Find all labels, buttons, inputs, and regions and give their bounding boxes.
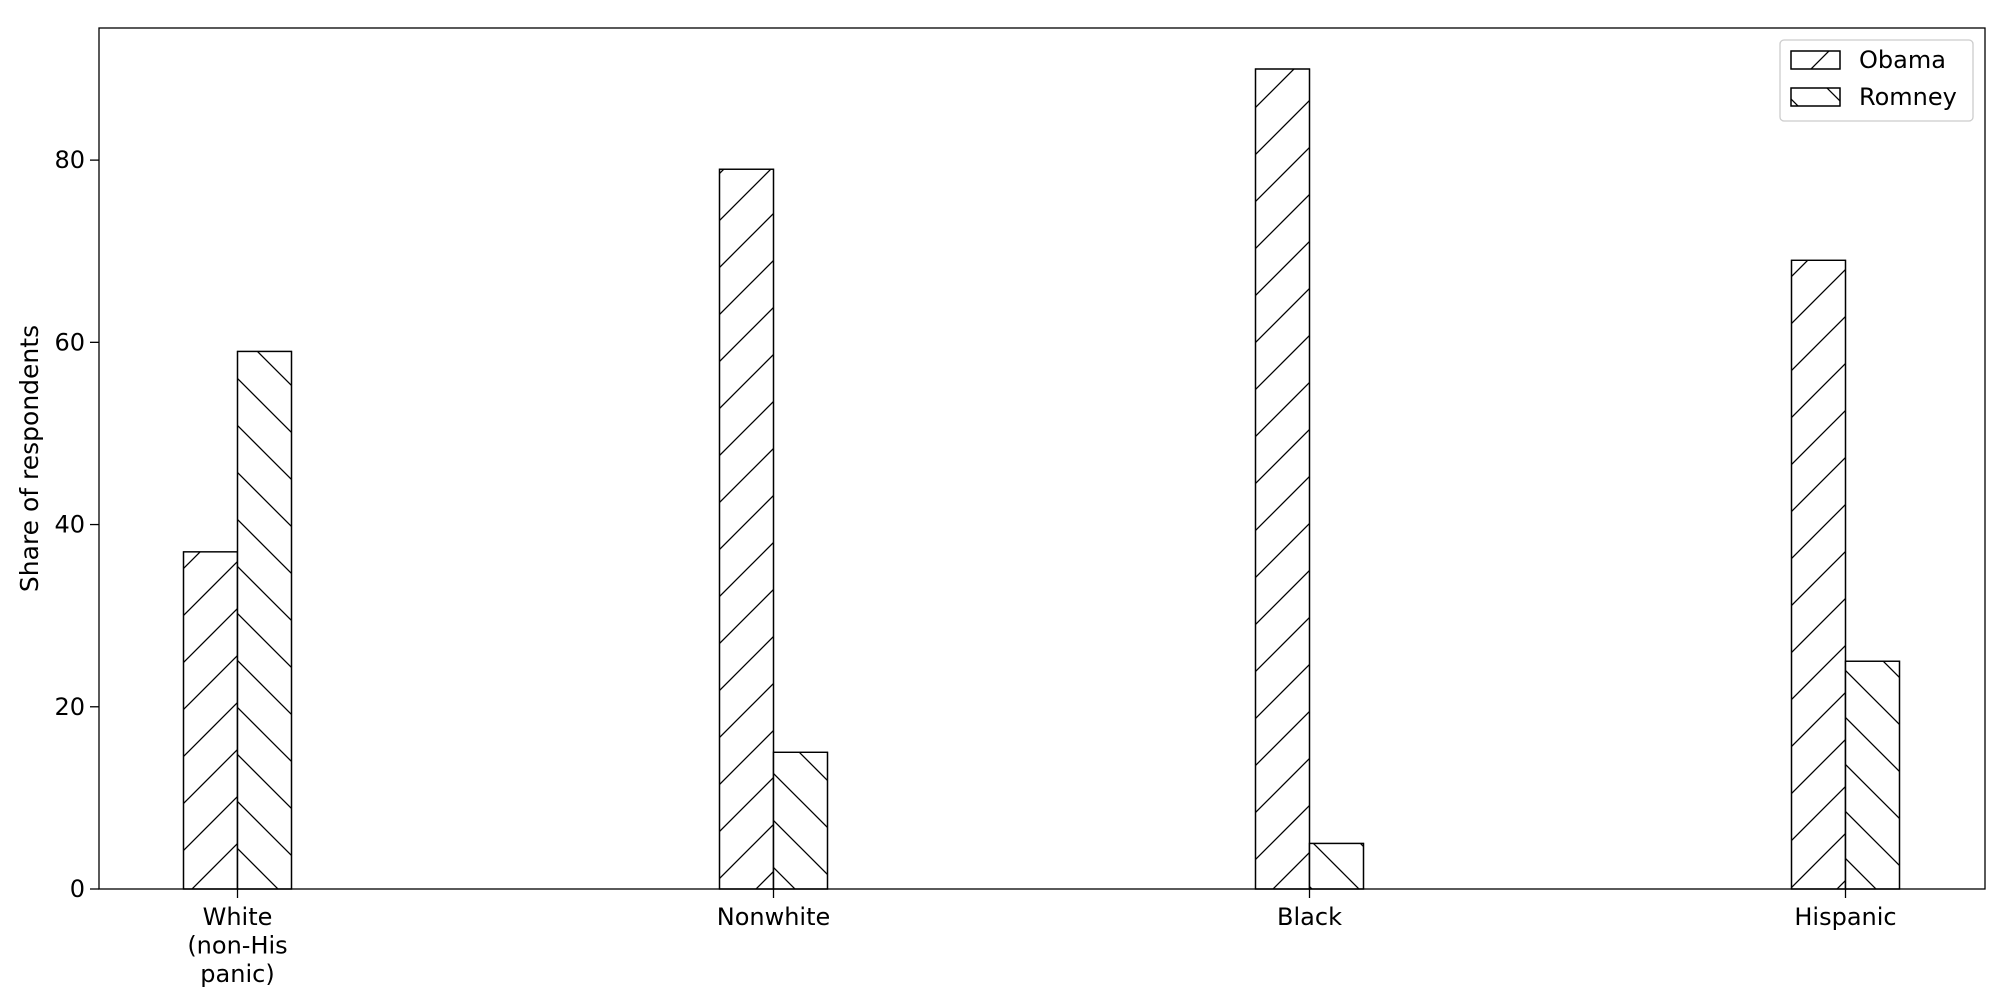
- legend-label-romney: Romney: [1859, 83, 1957, 111]
- y-tick-label: 20: [54, 693, 85, 721]
- y-axis: 0 20 40 60 80: [54, 146, 99, 903]
- legend: Obama Romney: [1779, 39, 1974, 122]
- bar-hatch-romney-2: [1308, 842, 1365, 890]
- x-tick-label-line: Black: [1277, 903, 1342, 931]
- x-tick-label-line: White: [203, 903, 273, 931]
- x-tick-label: Black: [1277, 903, 1342, 931]
- x-axis: White (non-His panic) Nonwhite Black Hispanic: [187, 889, 1897, 988]
- x-tick-label: White (non-His panic): [187, 903, 287, 988]
- bar-hatch-romney-1: [772, 751, 829, 890]
- bar-hatch-obama-2: [1254, 68, 1311, 890]
- bar-hatch-romney-3: [1844, 660, 1901, 890]
- x-tick-label-line: panic): [200, 960, 274, 988]
- y-tick-label: 40: [54, 511, 85, 539]
- bar-hatch-obama-1: [718, 168, 775, 890]
- y-tick-label: 0: [70, 875, 85, 903]
- legend-swatch-obama: [1790, 50, 1841, 70]
- legend-swatch-romney: [1790, 87, 1841, 107]
- x-tick-label: Hispanic: [1794, 903, 1896, 931]
- x-tick-label: Nonwhite: [717, 903, 831, 931]
- x-tick-label-line: Hispanic: [1794, 903, 1896, 931]
- x-tick-label-line: (non-His: [187, 932, 287, 960]
- y-tick-label: 80: [54, 146, 85, 174]
- y-axis-label: Share of respondents: [15, 325, 44, 592]
- bar-hatch-obama-0: [182, 551, 239, 890]
- bar-hatch-obama-3: [1790, 259, 1847, 890]
- bars-group: [182, 68, 1901, 890]
- y-tick-label: 60: [54, 328, 85, 356]
- plot-area-frame: [98, 27, 1986, 890]
- x-tick-label-line: Nonwhite: [717, 903, 831, 931]
- bar-hatch-romney-0: [236, 350, 293, 890]
- legend-label-obama: Obama: [1859, 46, 1946, 74]
